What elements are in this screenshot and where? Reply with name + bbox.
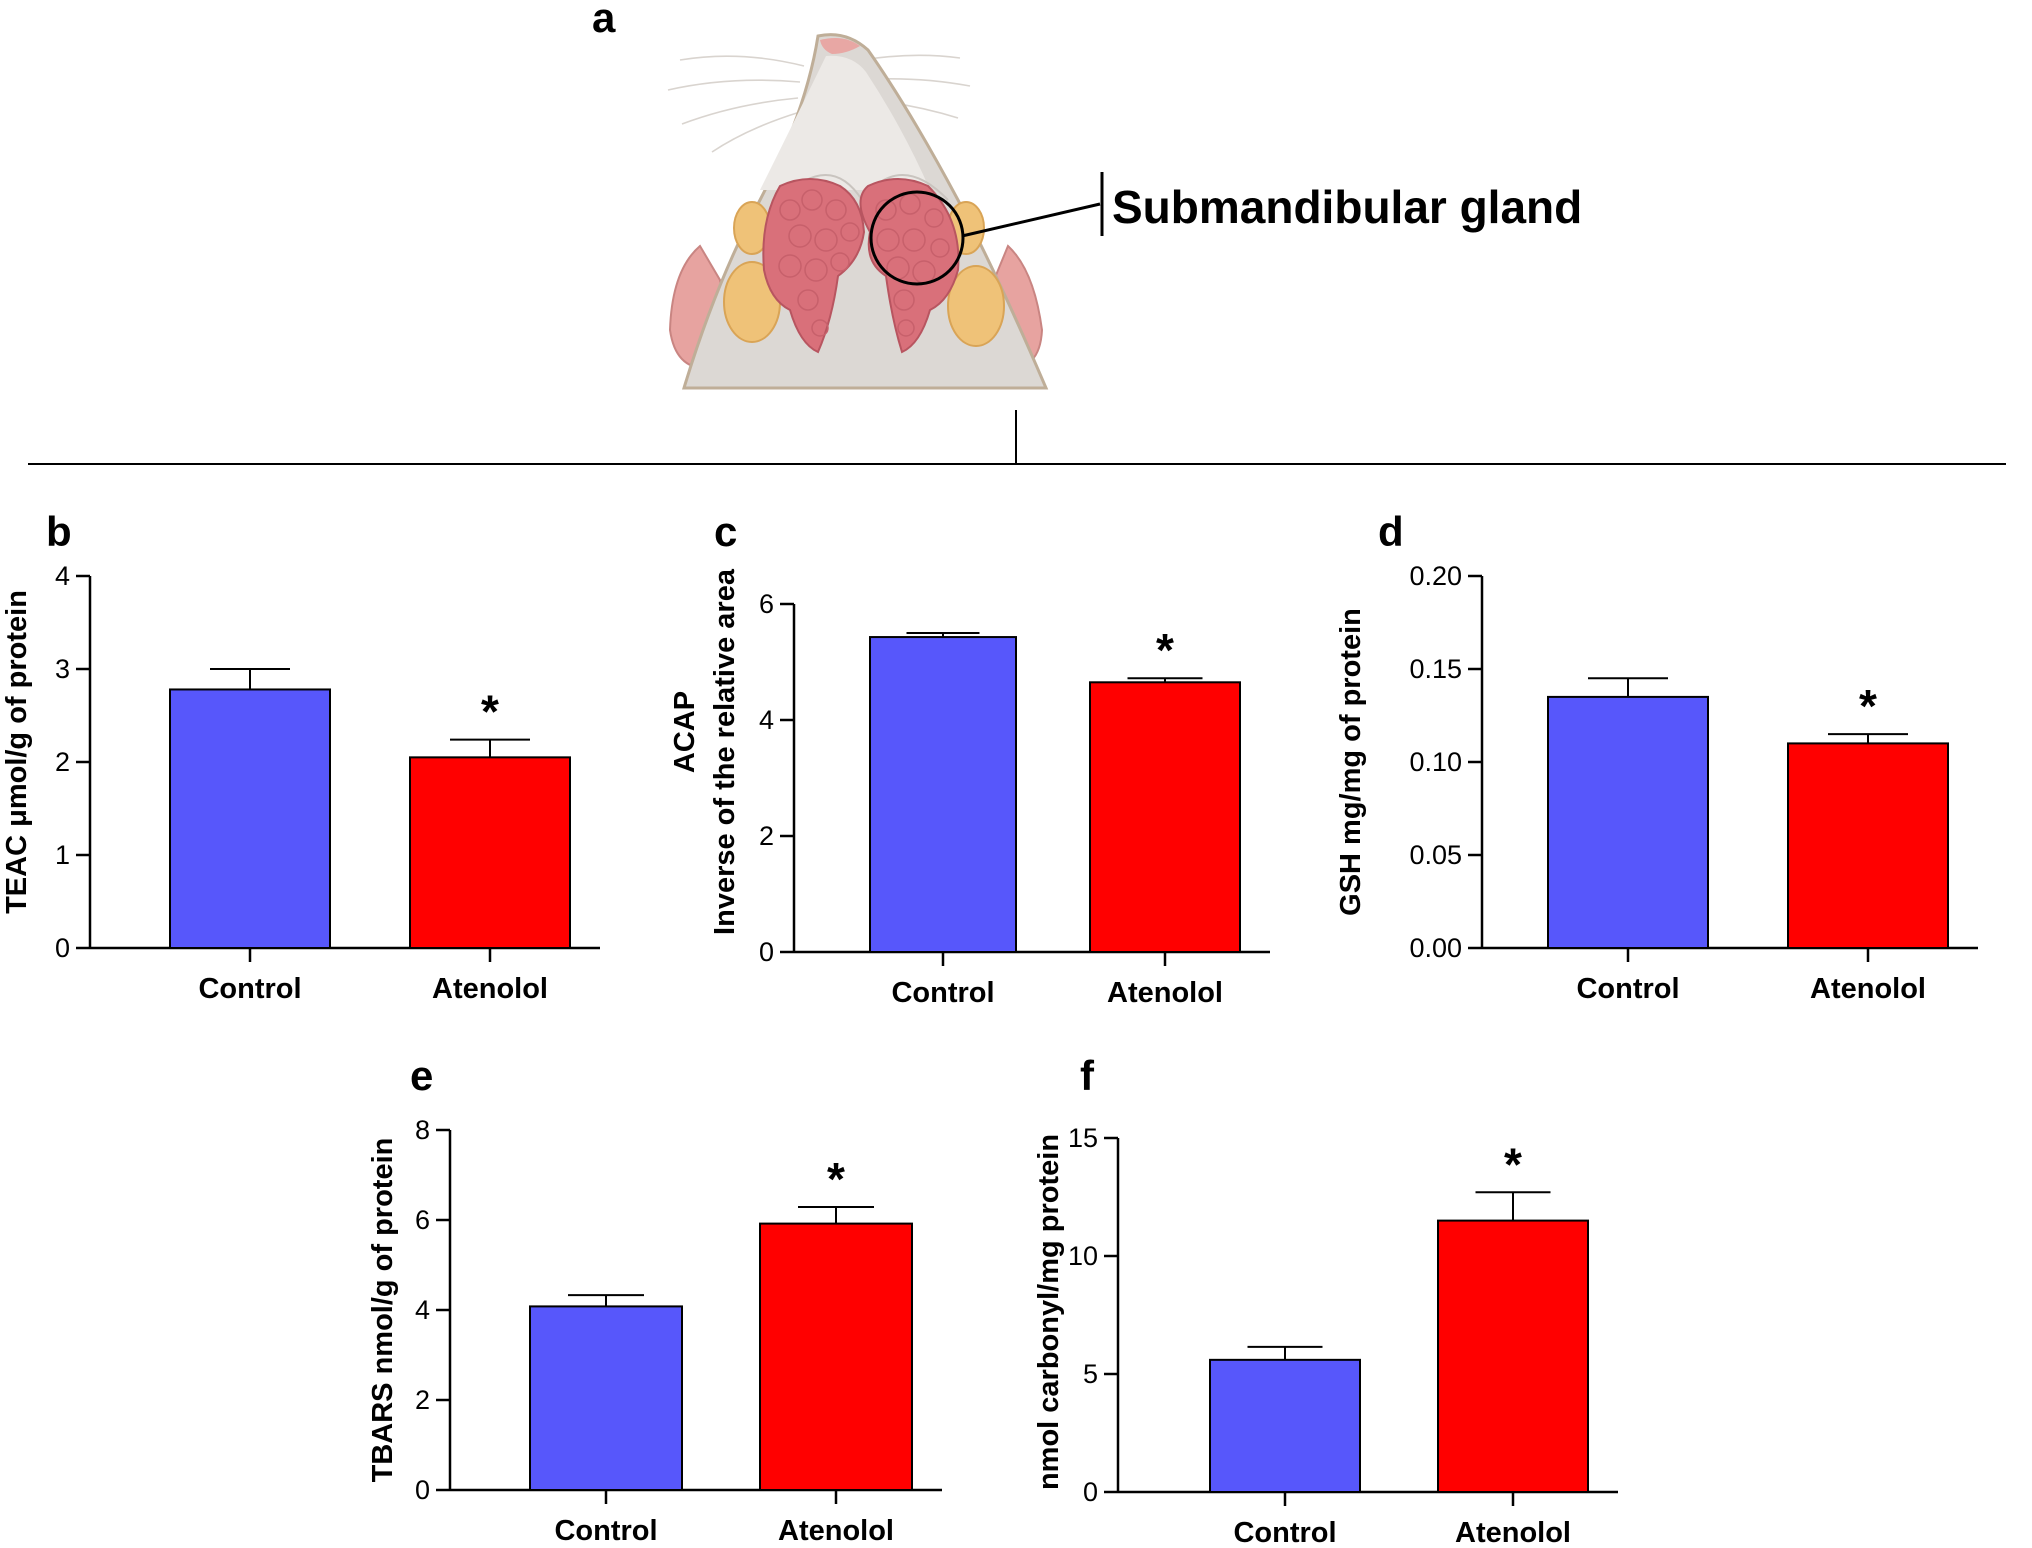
callout-circle [869,190,965,286]
category-label: Atenolol [778,1515,894,1547]
y-tick-label: 0 [759,937,774,967]
bar-control [1209,1358,1361,1493]
y-tick-label: 0.00 [1409,933,1462,963]
y-tick-label: 3 [55,654,70,684]
category-label: Control [1576,973,1679,1005]
panel-c-label: c [714,508,737,555]
significance-marker: * [1504,1138,1522,1190]
y-tick-label: 8 [415,1115,430,1145]
significance-marker: * [1859,680,1877,732]
significance-marker: * [827,1153,845,1205]
submandibular-gland-label: Submandibular gland [1112,181,1582,233]
category-label: Control [891,977,994,1009]
category-label: Control [554,1515,657,1547]
panel-b-label: b [46,508,72,555]
category-label: Atenolol [432,973,548,1005]
bar-control [1547,695,1709,950]
y-tick-label: 2 [55,747,70,777]
panel-b-chart: b TEAC μmol/g of protein 0 1 2 3 4 Control Ate… [1,508,600,1005]
bar-control [529,1305,683,1492]
category-label: Atenolol [1810,973,1926,1005]
panel-c-chart: c ACAP Inverse of the relative area 0 2 4 6… [669,508,1270,1009]
bar-control [169,688,331,950]
panel-e-y-axis-label: TBARS nmol/g of protein [367,1138,399,1483]
left-submandibular-gland [762,178,866,354]
y-tick-label: 1 [55,840,70,870]
panel-c-y-axis-label-line1: ACAP [669,691,701,773]
panel-d-y-axis-label: GSH mg/mg of protein [1335,608,1367,916]
bar-control [869,636,1017,953]
category-label: Atenolol [1455,1517,1571,1548]
y-tick-label: 15 [1068,1123,1098,1153]
nose [820,38,860,54]
significance-marker: * [481,686,499,738]
y-tick-label: 6 [759,589,774,619]
y-tick-label: 0.05 [1409,840,1462,870]
callout-line [961,202,1101,238]
category-label: Control [1233,1517,1336,1548]
bar-atenolol [1089,681,1241,953]
panel-a-label: a [592,0,616,41]
significance-marker: * [1156,624,1174,676]
y-tick-label: 2 [415,1385,430,1415]
y-tick-label: 0 [415,1475,430,1505]
panel-d-chart: d GSH mg/mg of protein 0.00 0.05 0.10 0.15 0… [1335,508,1978,1005]
panel-f-y-axis-label: nmol carbonyl/mg protein [1033,1134,1065,1490]
panel-e-chart: e TBARS nmol/g of protein 0 2 4 6 8 Control At… [367,1052,942,1547]
rat-head-illustration [667,33,1104,390]
bar-atenolol [1437,1219,1589,1493]
y-tick-label: 10 [1068,1241,1098,1271]
category-label: Control [198,973,301,1005]
y-tick-label: 4 [55,561,70,591]
y-tick-label: 0.10 [1409,747,1462,777]
snout-area [760,55,930,190]
y-tick-label: 0 [1083,1477,1098,1507]
y-tick-label: 6 [415,1205,430,1235]
y-tick-label: 0.20 [1409,561,1462,591]
bar-atenolol [759,1222,913,1491]
panel-b-y-axis-label: TEAC μmol/g of protein [1,590,33,914]
y-tick-label: 0.15 [1409,654,1462,684]
panel-d-label: d [1378,508,1404,555]
panel-f-chart: f nmol carbonyl/mg protein 0 5 10 15 Control… [1033,1052,1618,1548]
panel-a: a [592,0,1582,390]
panel-c-y-axis-label-line2: Inverse of the relative area [709,568,741,935]
y-tick-label: 2 [759,821,774,851]
y-tick-label: 0 [55,933,70,963]
bar-atenolol [409,756,571,949]
category-label: Atenolol [1107,977,1223,1009]
bar-atenolol [1787,742,1949,950]
y-tick-label: 4 [415,1295,430,1325]
y-tick-label: 4 [759,705,774,735]
right-yellow-gland-lower [947,265,1005,347]
panel-f-label: f [1080,1052,1095,1099]
panel-e-label: e [410,1052,433,1099]
y-tick-label: 5 [1083,1359,1098,1389]
